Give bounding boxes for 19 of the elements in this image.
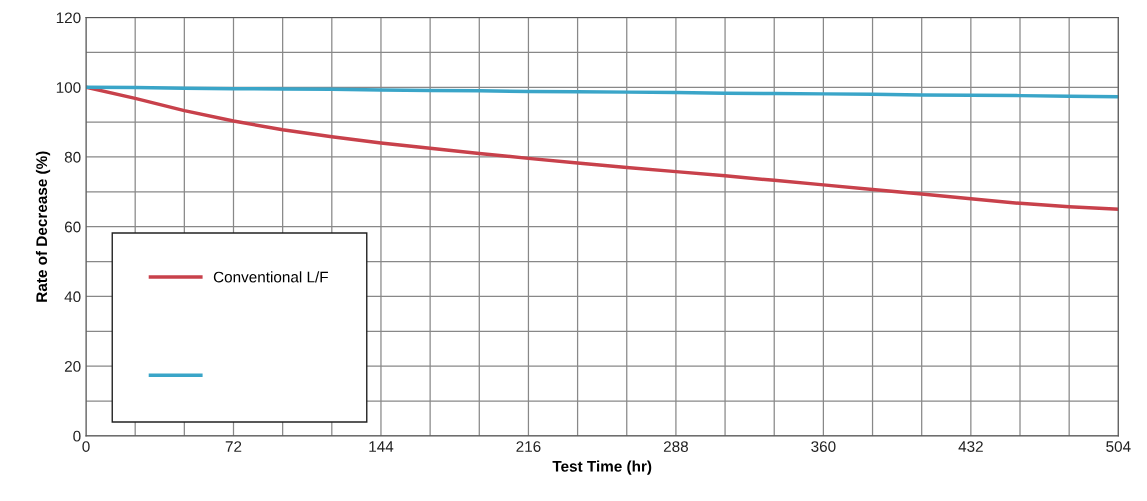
y-axis-title: Rate of Decrease (%) [35, 151, 51, 302]
x-tick-label: 144 [369, 441, 394, 452]
y-tick-label: 0 [73, 430, 81, 442]
y-tick-label: 20 [64, 361, 81, 372]
x-tick-label: 72 [225, 441, 242, 452]
y-tick-label: 40 [64, 291, 81, 303]
line-series [86, 85, 1119, 99]
x-tick-label: 288 [663, 441, 688, 452]
y-tick-label: 80 [64, 151, 81, 163]
y-tick-label: 60 [64, 221, 81, 233]
x-tick-label: 216 [516, 441, 541, 452]
legend-label: Conventional L/F [213, 271, 328, 283]
x-axis-title: Test Time (hr) [552, 460, 652, 475]
y-tick-label: 120 [56, 12, 81, 24]
x-tick-label: 0 [82, 441, 90, 452]
x-tick-label: 360 [811, 441, 836, 452]
y-tick-label: 100 [56, 82, 81, 93]
x-tick-label: 504 [1106, 441, 1131, 452]
x-tick-label: 432 [958, 441, 983, 452]
